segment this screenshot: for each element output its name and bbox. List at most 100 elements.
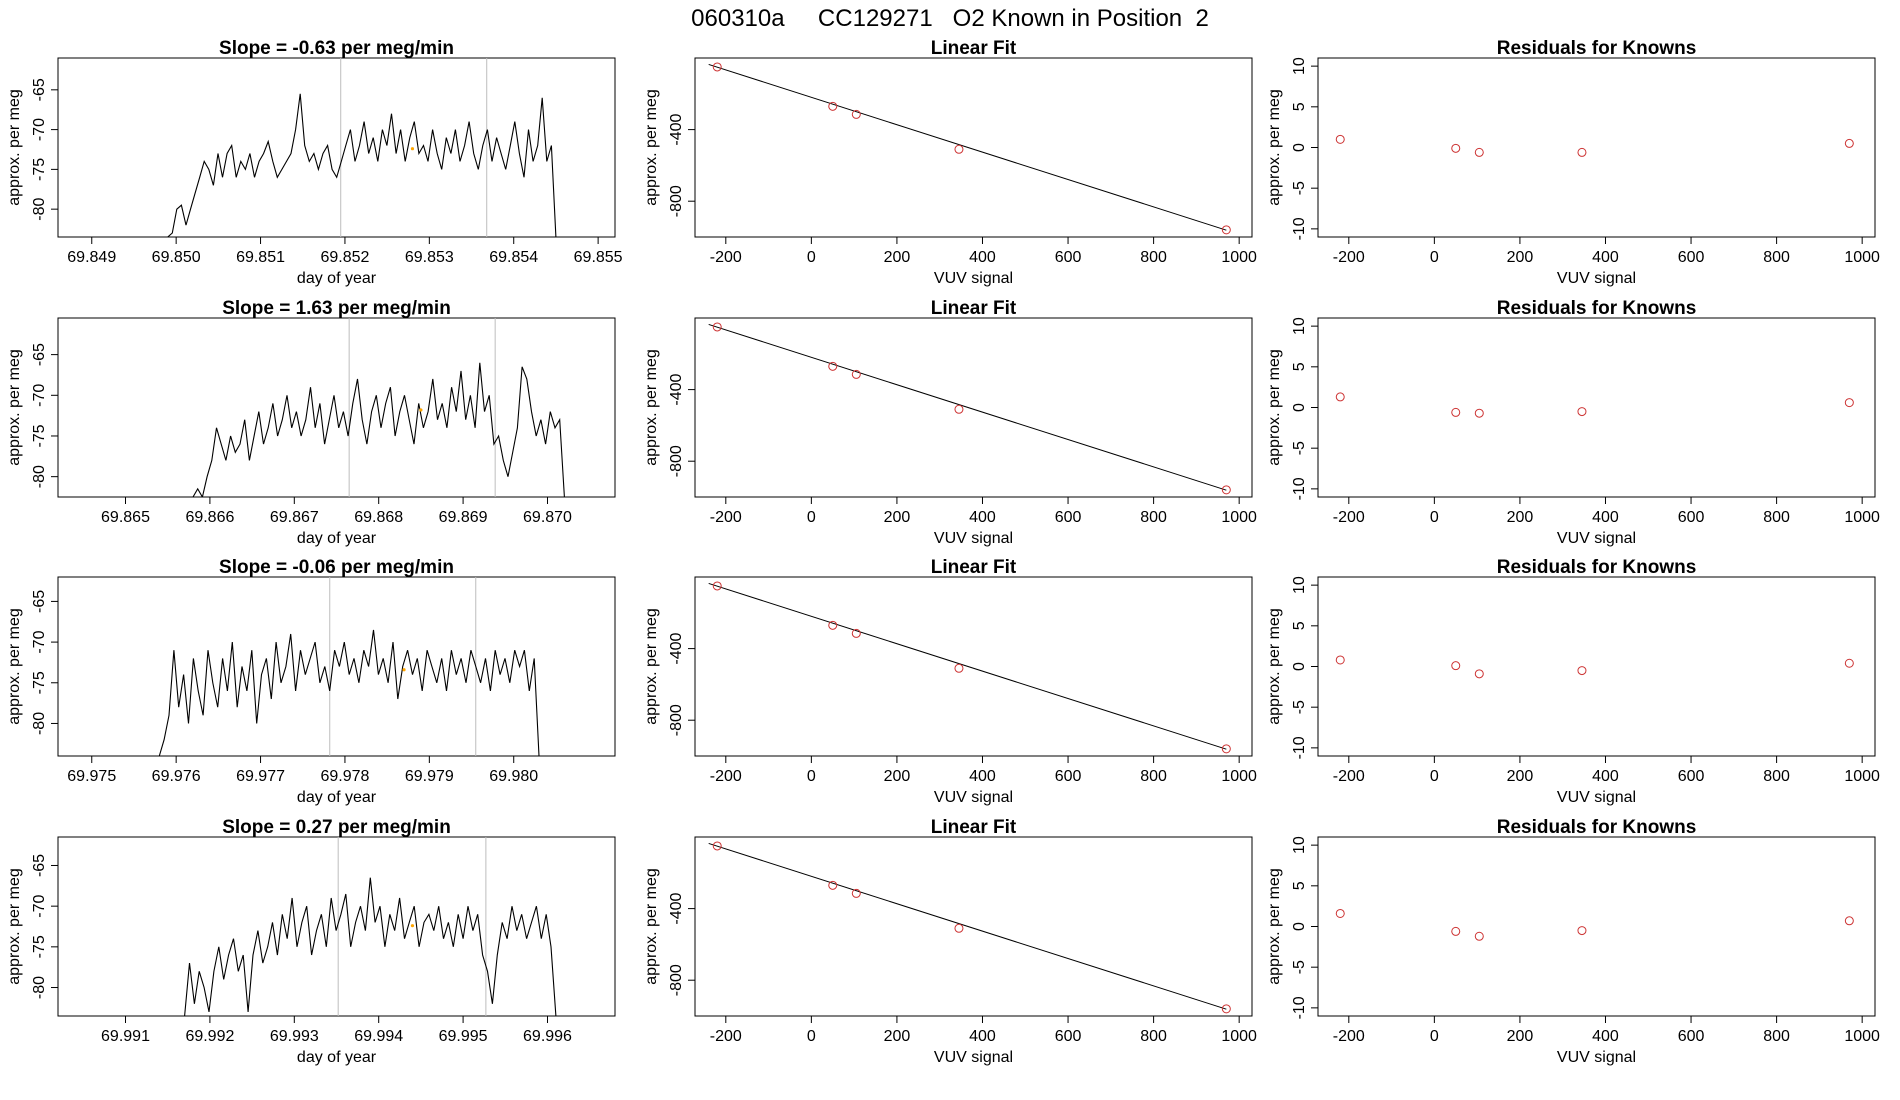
panel-2-1: Linear Fit VUV signal approx. per meg -200 0… <box>643 557 1257 806</box>
data-point <box>1451 926 1461 936</box>
data-point <box>1844 398 1854 408</box>
x-tick-label: 69.996 <box>523 1028 572 1045</box>
data-point <box>1335 134 1345 144</box>
plot-frame <box>1317 836 1876 1017</box>
x-tick-label: -200 <box>1333 249 1365 266</box>
panel-0-2: Residuals for Knowns VUV signal approx. pe… <box>1266 38 1880 287</box>
x-tick-label: 0 <box>807 768 816 785</box>
x-tick-label: 69.865 <box>101 509 150 526</box>
x-tick-label: 800 <box>1763 768 1790 785</box>
plot-area <box>158 577 540 756</box>
x-tick-label: -200 <box>1333 1028 1365 1045</box>
x-tick-label: 69.853 <box>405 249 454 266</box>
panel-title: Linear Fit <box>931 38 1017 59</box>
plot-frame <box>57 576 616 757</box>
x-tick-label: 69.867 <box>270 509 319 526</box>
y-tick-label: -5 <box>1291 181 1308 195</box>
data-point <box>1221 744 1231 754</box>
y-tick-label: 0 <box>1291 143 1308 152</box>
y-tick-label: -65 <box>31 343 48 366</box>
data-point <box>954 923 964 933</box>
data-point <box>828 101 838 111</box>
y-axis-label: approx. per meg <box>1266 868 1283 985</box>
data-point <box>1474 147 1484 157</box>
y-tick-label: -400 <box>668 373 685 405</box>
x-tick-label: 600 <box>1678 1028 1705 1045</box>
x-tick-label: 200 <box>884 768 911 785</box>
x-tick-label: 200 <box>884 509 911 526</box>
plot-frame <box>57 317 616 498</box>
panel-title: Slope = 0.27 per meg/min <box>222 817 451 838</box>
x-tick-label: 400 <box>1592 768 1619 785</box>
x-tick-label: 69.976 <box>152 768 201 785</box>
x-axis-label: VUV signal <box>1557 270 1636 287</box>
y-tick-label: 0 <box>1291 662 1308 671</box>
y-tick-label: -10 <box>1291 477 1308 500</box>
y-tick-label: -70 <box>31 894 48 917</box>
plot-frame <box>1317 576 1876 757</box>
x-tick-label: 69.869 <box>439 509 488 526</box>
y-axis-label: approx. per meg <box>643 868 660 985</box>
y-tick-label: -65 <box>31 590 48 613</box>
y-tick-label: -80 <box>31 197 48 220</box>
x-axis-label: VUV signal <box>934 789 1013 806</box>
data-point <box>1577 666 1587 676</box>
x-tick-label: 400 <box>969 1028 996 1045</box>
plot-area <box>1335 655 1854 679</box>
x-tick-label: 69.992 <box>185 1028 234 1045</box>
data-point <box>954 404 964 414</box>
y-axis-label: approx. per meg <box>6 868 23 985</box>
y-tick-label: -70 <box>31 118 48 141</box>
highlight-point <box>402 668 406 672</box>
series-line <box>184 877 557 1016</box>
panel-title: Linear Fit <box>931 557 1017 578</box>
data-point <box>712 841 722 851</box>
data-point <box>1474 408 1484 418</box>
panel-2-0: Slope = -0.06 per meg/min day of year appr… <box>6 557 616 806</box>
x-tick-label: 0 <box>1430 509 1439 526</box>
y-tick-label: 10 <box>1291 836 1308 854</box>
x-tick-label: -200 <box>1333 509 1365 526</box>
x-tick-label: 69.991 <box>101 1028 150 1045</box>
plot-area <box>1335 134 1854 157</box>
y-tick-label: -10 <box>1291 996 1308 1019</box>
y-tick-label: -800 <box>668 445 685 477</box>
plot-frame <box>57 836 616 1017</box>
x-tick-label: 200 <box>1507 768 1534 785</box>
y-axis-label: approx. per meg <box>1266 608 1283 725</box>
x-tick-label: 69.854 <box>489 249 538 266</box>
y-tick-label: -800 <box>668 964 685 996</box>
plot-area <box>708 62 1231 235</box>
x-tick-label: 0 <box>807 249 816 266</box>
panel-0-1: Linear Fit VUV signal approx. per meg -200 0… <box>643 38 1257 287</box>
plot-frame <box>57 57 616 238</box>
panel-title: Residuals for Knowns <box>1497 38 1697 59</box>
fit-line <box>708 323 1227 491</box>
x-tick-label: 69.855 <box>574 249 623 266</box>
x-tick-label: 400 <box>969 768 996 785</box>
data-point <box>1451 661 1461 671</box>
figure-title: 060310a CC129271 O2 Known in Position 2 <box>691 5 1209 32</box>
x-tick-label: 69.852 <box>320 249 369 266</box>
plot-area <box>184 837 557 1016</box>
series-line <box>192 362 565 497</box>
x-tick-label: 800 <box>1140 1028 1167 1045</box>
x-tick-label: 69.994 <box>354 1028 403 1045</box>
y-tick-label: 10 <box>1291 317 1308 335</box>
x-tick-label: 69.866 <box>185 509 234 526</box>
y-tick-label: -65 <box>31 78 48 101</box>
data-point <box>828 620 838 630</box>
y-tick-label: 10 <box>1291 57 1308 75</box>
panel-title: Slope = 1.63 per meg/min <box>222 298 451 319</box>
data-point <box>1474 669 1484 679</box>
data-point <box>1221 225 1231 235</box>
x-tick-label: 200 <box>1507 249 1534 266</box>
panel-2-2: Residuals for Knowns VUV signal approx. pe… <box>1266 557 1880 806</box>
series-line <box>167 93 557 237</box>
x-tick-label: 800 <box>1140 768 1167 785</box>
y-tick-label: -10 <box>1291 736 1308 759</box>
x-tick-label: 69.851 <box>236 249 285 266</box>
x-tick-label: 200 <box>1507 509 1534 526</box>
data-point <box>828 361 838 371</box>
y-tick-label: -75 <box>31 158 48 181</box>
